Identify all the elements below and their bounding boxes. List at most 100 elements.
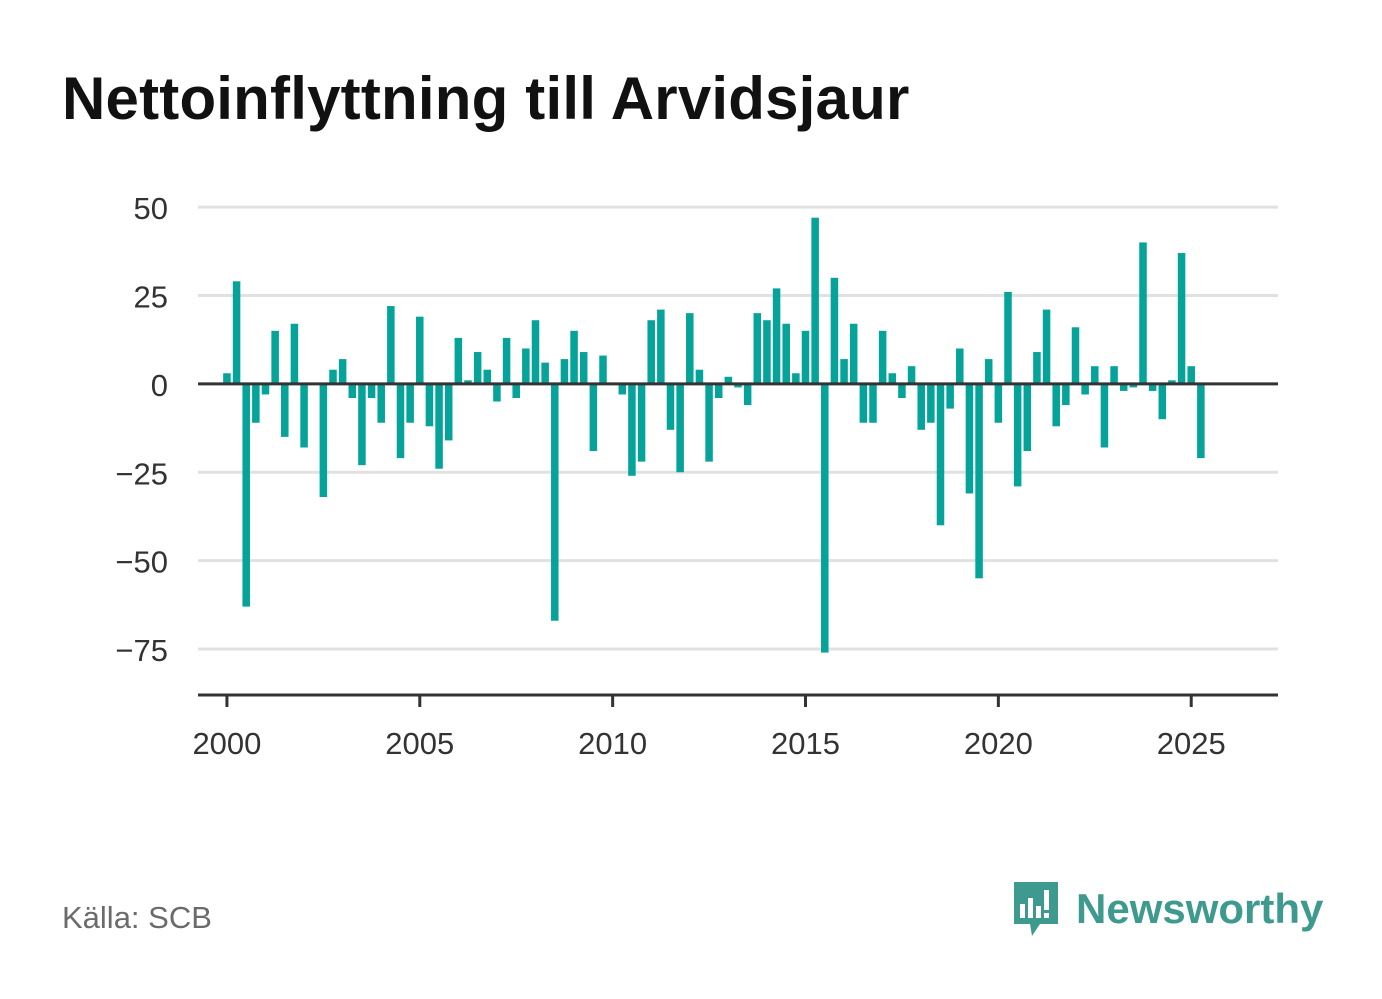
bar <box>1081 383 1089 395</box>
bar <box>984 359 993 384</box>
bar <box>1110 366 1118 384</box>
bar <box>772 288 781 384</box>
bar <box>261 383 270 395</box>
bar <box>811 217 819 384</box>
bar <box>444 383 453 441</box>
bar <box>628 383 636 476</box>
bar <box>1148 383 1157 391</box>
x-tick-label: 2015 <box>771 726 840 761</box>
bar <box>927 383 935 423</box>
bar <box>348 383 357 398</box>
bar <box>1071 327 1080 384</box>
bar <box>975 383 983 579</box>
bar <box>840 359 848 384</box>
bar <box>724 376 733 384</box>
bar <box>1139 242 1147 384</box>
bar <box>830 277 839 384</box>
bar <box>1013 383 1022 487</box>
newsworthy-logo-icon <box>1014 882 1058 936</box>
bar <box>579 352 588 384</box>
bar <box>686 313 694 384</box>
x-tick-label: 2000 <box>192 726 261 761</box>
bar <box>695 369 704 384</box>
bar <box>416 316 424 384</box>
y-tick-label: 25 <box>134 279 168 314</box>
bar <box>1168 380 1176 384</box>
bar <box>1100 383 1109 448</box>
y-tick-label: −50 <box>115 545 168 580</box>
bar <box>792 373 800 384</box>
bar <box>512 383 520 398</box>
bar <box>290 323 299 384</box>
bar <box>454 337 463 384</box>
bar <box>396 383 405 459</box>
bar <box>907 366 916 384</box>
bar <box>1187 366 1195 384</box>
bar <box>666 383 675 430</box>
bar <box>367 383 376 398</box>
bar <box>1177 253 1186 384</box>
bar <box>358 383 366 466</box>
y-tick-label: 50 <box>134 191 168 226</box>
bar <box>338 359 347 384</box>
bar <box>743 383 752 406</box>
bar <box>1052 383 1060 427</box>
bar <box>483 369 492 384</box>
bar <box>493 383 501 402</box>
bar <box>618 383 627 395</box>
bar <box>1042 309 1051 384</box>
bar <box>242 383 250 607</box>
y-tick-label: 0 <box>151 368 168 403</box>
bar <box>1004 291 1012 384</box>
bar <box>300 383 308 448</box>
bar <box>849 323 858 384</box>
bar <box>464 380 472 384</box>
bar <box>252 383 260 423</box>
bar <box>551 383 559 621</box>
bar <box>657 309 665 384</box>
y-tick-label: −25 <box>115 456 168 491</box>
x-tick-label: 2005 <box>385 726 454 761</box>
bar <box>994 383 1003 423</box>
bar <box>531 320 540 384</box>
bar <box>676 383 684 473</box>
bar <box>734 383 742 388</box>
bar <box>329 369 337 384</box>
bar <box>1023 383 1032 452</box>
bar <box>936 383 945 526</box>
bar <box>570 330 578 384</box>
x-tick-label: 2020 <box>964 726 1033 761</box>
bar <box>821 383 829 653</box>
bar <box>1033 352 1041 384</box>
bar <box>599 355 607 384</box>
bar <box>271 330 279 384</box>
bar <box>589 383 598 452</box>
y-tick-label: −75 <box>115 633 168 668</box>
bar <box>714 383 723 398</box>
bar <box>232 281 241 384</box>
bar <box>1158 383 1167 420</box>
bar <box>1197 383 1205 459</box>
bar <box>1091 366 1099 384</box>
bar <box>956 348 964 384</box>
bar <box>502 337 511 384</box>
bar <box>801 330 810 384</box>
bar <box>1062 383 1070 406</box>
chart-title: Nettoinflyttning till Arvidsjaur <box>62 65 910 132</box>
bar <box>473 352 482 384</box>
bar <box>377 383 385 423</box>
bar <box>425 383 434 427</box>
bar <box>946 383 954 409</box>
bar <box>647 320 655 384</box>
bar <box>1129 383 1138 388</box>
bar <box>281 383 289 437</box>
bar <box>859 383 868 423</box>
bar <box>965 383 974 494</box>
bar <box>878 330 887 384</box>
bar <box>782 323 790 384</box>
bar <box>223 373 231 384</box>
bar <box>869 383 877 423</box>
bar <box>435 383 443 469</box>
bar <box>319 383 328 497</box>
